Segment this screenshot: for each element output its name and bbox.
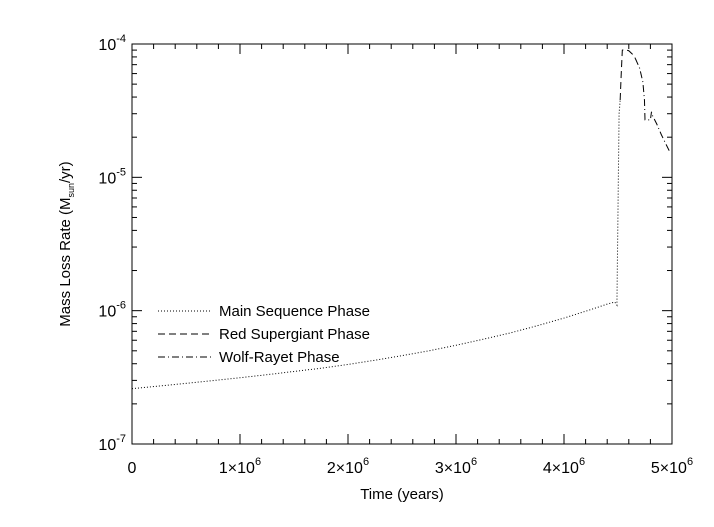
y-tick-label: 10-6 — [98, 300, 126, 321]
y-tick-label: 10-5 — [98, 166, 126, 187]
y-tick-mantissa: 10 — [98, 437, 116, 454]
axis-ticks — [131, 43, 673, 445]
x-tick-exponent: 6 — [471, 456, 477, 468]
legend-label-0: Main Sequence Phase — [219, 303, 370, 320]
x-tick-exponent: 6 — [363, 456, 369, 468]
legend-label-1: Red Supergiant Phase — [219, 326, 370, 343]
x-tick-mantissa: 1×10 — [219, 460, 255, 477]
x-tick-exponent: 6 — [579, 456, 585, 468]
y-tick-mantissa: 10 — [98, 37, 116, 54]
y-axis-title-end: /yr) — [57, 161, 74, 183]
x-tick-label: 2×106 — [327, 456, 369, 477]
x-tick-mantissa: 5×10 — [651, 460, 687, 477]
x-tick-label: 0 — [128, 460, 137, 477]
x-tick-labels: 0 1×106 2×106 3×106 4×106 5×106 — [128, 456, 694, 477]
series-lines — [131, 48, 671, 390]
x-tick-label: 1×106 — [219, 456, 261, 477]
x-tick-exponent: 6 — [687, 456, 693, 468]
plot-frame — [131, 43, 673, 445]
x-tick-label: 5×106 — [651, 456, 693, 477]
x-tick-mantissa: 3×10 — [435, 460, 471, 477]
series-line-1 — [619, 48, 636, 101]
y-tick-exponent: -7 — [116, 433, 126, 445]
y-tick-labels: 10-710-610-510-4 — [98, 33, 126, 454]
y-axis-title-sub: sun — [66, 183, 76, 198]
x-tick-mantissa: 0 — [128, 460, 137, 477]
x-tick-mantissa: 2×10 — [327, 460, 363, 477]
y-axis-title: Mass Loss Rate (Msun/yr) — [57, 161, 76, 326]
y-tick-mantissa: 10 — [98, 304, 116, 321]
series-line-2 — [634, 58, 671, 153]
series-line-0 — [131, 99, 621, 390]
x-tick-mantissa: 4×10 — [543, 460, 579, 477]
y-tick-label: 10-4 — [98, 33, 126, 54]
legend: Main Sequence Phase Red Supergiant Phase W… — [158, 303, 370, 366]
y-tick-exponent: -5 — [116, 166, 126, 178]
x-axis-title: Time (years) — [360, 486, 444, 503]
y-tick-label: 10-7 — [98, 433, 126, 454]
x-tick-label: 3×106 — [435, 456, 477, 477]
x-tick-label: 4×106 — [543, 456, 585, 477]
y-tick-exponent: -4 — [116, 33, 126, 45]
legend-label-2: Wolf-Rayet Phase — [219, 349, 340, 366]
y-tick-exponent: -6 — [116, 300, 126, 312]
y-tick-mantissa: 10 — [98, 170, 116, 187]
x-tick-exponent: 6 — [255, 456, 261, 468]
y-axis-title-main: Mass Loss Rate (M — [57, 197, 74, 326]
